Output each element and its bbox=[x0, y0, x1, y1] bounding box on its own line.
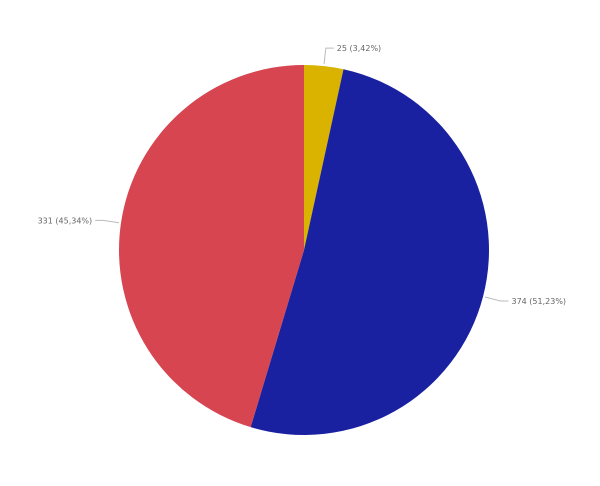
data-label-0: 25 (3,42%) bbox=[337, 44, 381, 53]
pie-slice-2[interactable] bbox=[118, 65, 305, 428]
leader-line-2 bbox=[95, 219, 120, 224]
leader-line-1 bbox=[484, 296, 509, 302]
data-label-1: 374 (51,23%) bbox=[511, 297, 566, 306]
leader-line-0 bbox=[323, 47, 334, 65]
pie-slice-1[interactable] bbox=[250, 69, 489, 435]
data-label-2: 331 (45,34%) bbox=[38, 216, 93, 225]
pie-slice-0[interactable] bbox=[304, 65, 344, 250]
